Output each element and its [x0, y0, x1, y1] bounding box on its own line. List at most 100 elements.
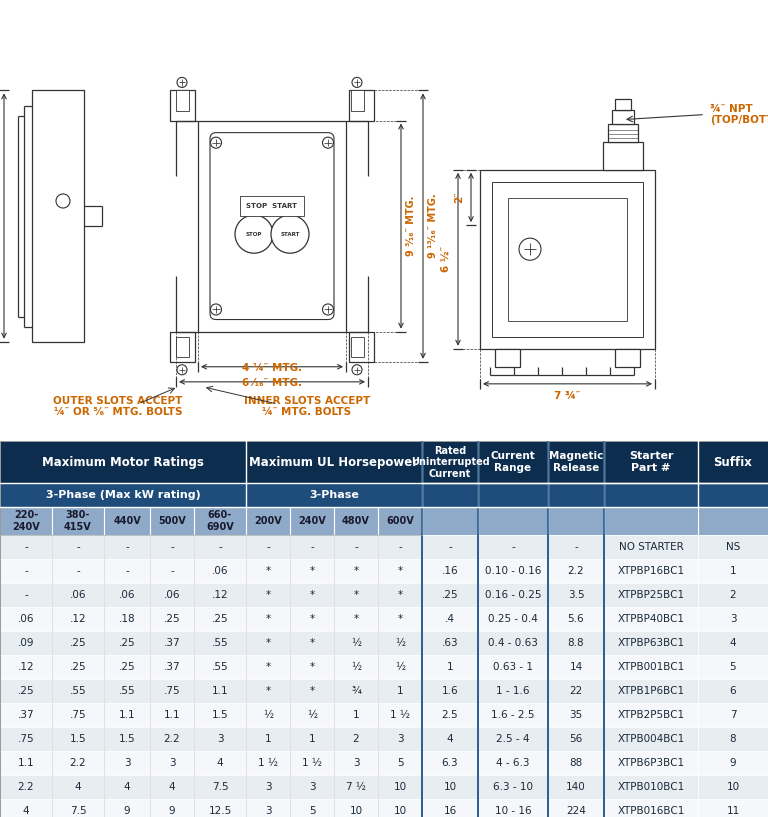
Bar	[52, 607, 104, 631]
Text: 9: 9	[124, 806, 131, 816]
Text: 440V: 440V	[113, 516, 141, 526]
Text: 3: 3	[353, 758, 359, 768]
Text: *: *	[353, 566, 359, 576]
Text: 200V: 200V	[254, 516, 282, 526]
Bar	[548, 727, 604, 751]
Bar	[104, 751, 150, 775]
Bar	[604, 483, 698, 507]
Bar	[246, 799, 290, 817]
Bar	[548, 799, 604, 817]
Text: 6 ½″: 6 ½″	[441, 246, 451, 272]
Text: 3: 3	[169, 758, 175, 768]
Bar	[378, 559, 422, 583]
Text: XTPB010BC1: XTPB010BC1	[617, 782, 684, 792]
Bar	[495, 349, 520, 367]
Bar	[0, 751, 52, 775]
Bar	[194, 535, 246, 559]
Bar	[698, 583, 768, 607]
Text: XTPB016BC1: XTPB016BC1	[617, 806, 685, 816]
Bar	[478, 583, 548, 607]
Bar	[478, 507, 548, 535]
Text: ½: ½	[307, 710, 317, 720]
Bar	[604, 559, 698, 583]
Bar	[0, 727, 52, 751]
Text: 2.5: 2.5	[442, 710, 458, 720]
Bar	[150, 559, 194, 583]
Bar	[290, 799, 334, 817]
Text: .06: .06	[119, 590, 135, 600]
Text: .25: .25	[164, 614, 180, 624]
Bar	[478, 607, 548, 631]
Text: .37: .37	[164, 638, 180, 648]
Text: -: -	[24, 566, 28, 576]
Bar	[334, 507, 378, 535]
Bar	[478, 535, 548, 559]
Bar	[150, 751, 194, 775]
Text: XTPB6P3BC1: XTPB6P3BC1	[617, 758, 684, 768]
Bar	[378, 775, 422, 799]
Bar	[422, 507, 478, 535]
Text: .63: .63	[442, 638, 458, 648]
Bar	[246, 727, 290, 751]
Text: -: -	[170, 542, 174, 552]
Bar	[194, 799, 246, 817]
Text: 3: 3	[124, 758, 131, 768]
Bar	[150, 703, 194, 727]
Bar	[378, 631, 422, 655]
Text: 0.16 - 0.25: 0.16 - 0.25	[485, 590, 541, 600]
Bar	[604, 727, 698, 751]
Bar	[548, 441, 604, 483]
Text: *: *	[266, 614, 270, 624]
Bar	[334, 751, 378, 775]
Bar	[334, 679, 378, 703]
Text: 14: 14	[569, 662, 583, 672]
Bar	[194, 655, 246, 679]
Text: 1 ½: 1 ½	[390, 710, 410, 720]
Circle shape	[352, 78, 362, 87]
Bar	[378, 703, 422, 727]
Bar	[290, 559, 334, 583]
Bar	[698, 751, 768, 775]
Bar	[604, 799, 698, 817]
Text: 3-Phase (Max kW rating): 3-Phase (Max kW rating)	[45, 490, 200, 500]
Bar	[290, 727, 334, 751]
Bar	[334, 583, 378, 607]
Bar	[104, 799, 150, 817]
Bar	[176, 91, 189, 110]
Bar	[290, 535, 334, 559]
Text: Current
Range: Current Range	[491, 451, 535, 473]
Text: 240V: 240V	[298, 516, 326, 526]
Bar	[52, 727, 104, 751]
Text: -: -	[125, 542, 129, 552]
Text: 1.5: 1.5	[212, 710, 228, 720]
Text: -: -	[448, 542, 452, 552]
Bar	[422, 535, 478, 559]
Text: -: -	[354, 542, 358, 552]
Text: *: *	[310, 638, 315, 648]
Text: 0.25 - 0.4: 0.25 - 0.4	[488, 614, 538, 624]
Text: .55: .55	[212, 662, 228, 672]
Text: .37: .37	[18, 710, 35, 720]
Bar	[52, 631, 104, 655]
Text: *: *	[266, 662, 270, 672]
Text: 1.5: 1.5	[70, 734, 86, 744]
Text: 1.1: 1.1	[18, 758, 35, 768]
Bar	[52, 775, 104, 799]
Bar	[150, 655, 194, 679]
Bar	[0, 559, 52, 583]
Bar	[194, 559, 246, 583]
Bar	[32, 91, 84, 342]
Bar	[478, 799, 548, 817]
Bar	[351, 91, 364, 110]
Bar	[548, 535, 604, 559]
Bar	[150, 583, 194, 607]
Text: 4: 4	[74, 782, 81, 792]
Bar	[246, 751, 290, 775]
Bar	[604, 679, 698, 703]
Text: .12: .12	[70, 614, 86, 624]
Bar	[104, 607, 150, 631]
Text: .25: .25	[442, 590, 458, 600]
Bar	[334, 559, 378, 583]
Text: 4 - 6.3: 4 - 6.3	[496, 758, 530, 768]
Bar	[246, 441, 422, 483]
